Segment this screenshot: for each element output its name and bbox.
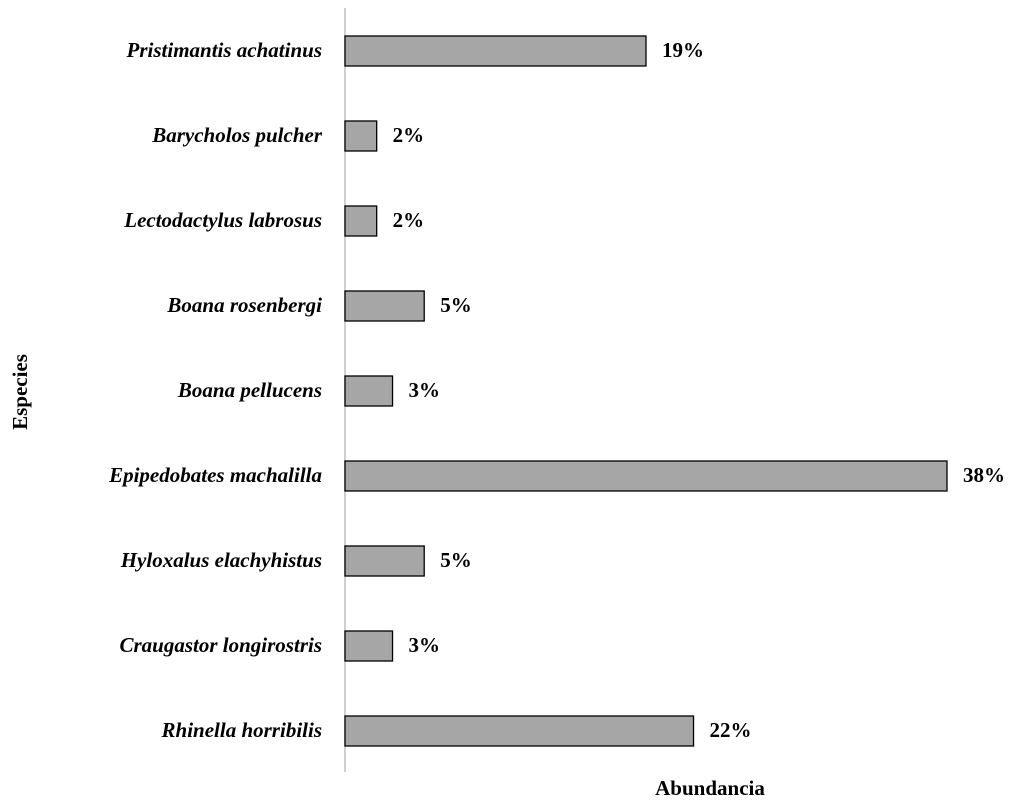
bar [344,35,647,67]
y-tick-label: Rhinella horribilis [161,718,322,742]
value-label: 5% [440,548,472,572]
value-label: 2% [393,208,425,232]
value-label: 2% [393,123,425,147]
bar [344,460,948,492]
bar [344,715,695,747]
y-axis-label: Especies [8,354,32,430]
value-label: 3% [409,633,441,657]
y-tick-label: Boana rosenbergi [166,293,322,317]
bar [344,290,425,322]
y-tick-label: Craugastor longirostris [120,633,323,657]
bar [344,375,394,407]
bar [344,205,378,237]
x-axis-label: Abundancia [655,776,765,800]
value-label: 3% [409,378,441,402]
value-label: 38% [963,463,1005,487]
y-tick-label: Boana pellucens [177,378,322,402]
bar [344,630,394,662]
y-tick-label: Epipedobates machalilla [108,463,322,487]
y-tick-label: Pristimantis achatinus [126,38,322,62]
bar [344,120,378,152]
bar [344,545,425,577]
value-label: 22% [710,718,752,742]
y-tick-label: Hyloxalus elachyhistus [120,548,322,572]
y-tick-label: Barycholos pulcher [151,123,323,147]
value-label: 5% [440,293,472,317]
y-tick-label: Lectodactylus labrosus [123,208,322,232]
value-label: 19% [662,38,704,62]
